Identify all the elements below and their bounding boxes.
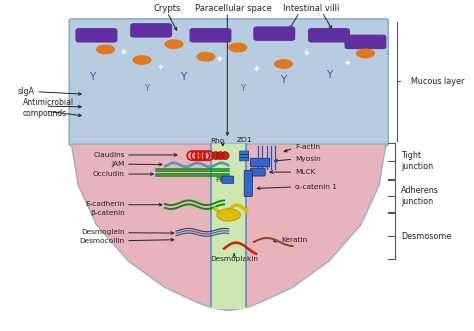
FancyBboxPatch shape	[308, 28, 350, 43]
Ellipse shape	[356, 48, 375, 58]
Text: Y: Y	[89, 71, 95, 81]
Text: sIgA: sIgA	[18, 86, 35, 96]
Text: Y: Y	[144, 83, 149, 93]
FancyBboxPatch shape	[240, 151, 249, 154]
Ellipse shape	[132, 55, 152, 65]
Text: ✦: ✦	[216, 56, 223, 65]
Polygon shape	[72, 144, 386, 310]
Text: Adherens
junction: Adherens junction	[401, 186, 439, 206]
Text: Occludin: Occludin	[93, 171, 125, 177]
Text: ✦: ✦	[344, 60, 351, 69]
Text: JAM: JAM	[111, 161, 125, 167]
FancyBboxPatch shape	[240, 158, 249, 161]
Text: Y: Y	[280, 75, 286, 85]
Text: Crypts: Crypts	[154, 4, 181, 14]
Text: Myosin: Myosin	[295, 156, 320, 162]
Text: α-catenin 1: α-catenin 1	[295, 184, 337, 190]
Ellipse shape	[228, 43, 247, 52]
Text: ✦: ✦	[252, 66, 260, 74]
FancyBboxPatch shape	[345, 35, 386, 49]
FancyBboxPatch shape	[69, 19, 388, 146]
Ellipse shape	[164, 39, 183, 49]
Text: ZO1: ZO1	[237, 137, 253, 143]
Text: Claudins: Claudins	[93, 152, 125, 158]
Text: Tight
junction: Tight junction	[401, 151, 433, 170]
Text: Y: Y	[240, 83, 245, 93]
Ellipse shape	[212, 152, 220, 160]
Text: ✦: ✦	[302, 50, 310, 59]
Text: Keratin: Keratin	[281, 237, 307, 243]
FancyBboxPatch shape	[251, 158, 270, 167]
Text: Desmoplakin: Desmoplakin	[210, 256, 258, 262]
Ellipse shape	[196, 52, 216, 62]
Ellipse shape	[216, 152, 225, 160]
Ellipse shape	[221, 152, 229, 160]
Text: MLCK: MLCK	[295, 169, 315, 175]
Bar	[211, 144, 246, 309]
Text: Intestinal villi: Intestinal villi	[283, 4, 339, 13]
FancyBboxPatch shape	[75, 28, 118, 43]
Ellipse shape	[274, 59, 293, 69]
Ellipse shape	[96, 45, 115, 54]
Text: PKC: PKC	[215, 177, 229, 183]
FancyBboxPatch shape	[222, 176, 234, 183]
Text: ✦: ✦	[120, 49, 128, 58]
Text: Antimicrobial
compounds: Antimicrobial compounds	[23, 98, 73, 118]
FancyBboxPatch shape	[253, 26, 295, 41]
Text: Y: Y	[326, 70, 332, 80]
Text: Desmosome: Desmosome	[401, 232, 451, 241]
FancyBboxPatch shape	[130, 23, 172, 38]
Text: ✦: ✦	[156, 64, 164, 73]
Text: Desmocollin: Desmocollin	[80, 238, 125, 244]
Text: Rho: Rho	[210, 138, 224, 144]
FancyBboxPatch shape	[251, 168, 265, 176]
FancyBboxPatch shape	[190, 28, 231, 43]
Text: Y: Y	[180, 71, 186, 81]
Text: Desmoglein: Desmoglein	[81, 229, 125, 235]
Ellipse shape	[217, 209, 240, 221]
FancyBboxPatch shape	[244, 170, 252, 197]
Text: F-actin: F-actin	[295, 144, 320, 150]
Text: E-cadherin: E-cadherin	[85, 201, 125, 207]
Text: Mucous layer: Mucous layer	[411, 77, 465, 86]
Text: Paracellular space: Paracellular space	[195, 4, 272, 13]
Text: β-catenin: β-catenin	[90, 210, 125, 216]
FancyBboxPatch shape	[240, 154, 249, 158]
